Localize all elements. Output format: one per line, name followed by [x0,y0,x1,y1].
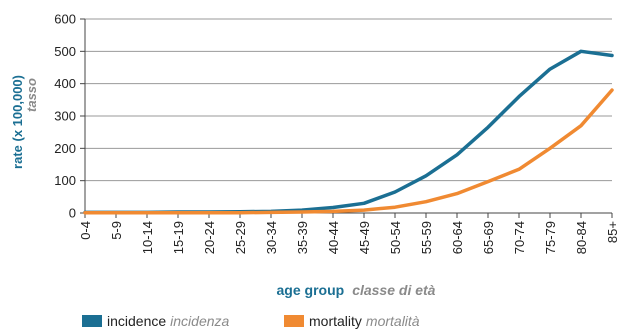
y-tick-labels: 0 100 200 300 400 500 600 [54,12,76,221]
grid-lines [80,18,613,218]
y-tick-label: 100 [54,173,76,188]
series-lines [83,49,614,215]
x-tick-label: 75-79 [543,221,558,254]
y-tick-label: 300 [54,109,76,124]
legend-label-mortality: mortality [309,313,362,329]
x-tick-label: 50-54 [388,221,403,254]
legend-swatch-mortality [284,315,304,327]
legend-label-mortality-secondary: mortalità [365,313,420,329]
x-tick-label: 0-4 [78,221,93,240]
y-tick-label: 0 [69,206,76,221]
x-tick-label: 30-34 [264,221,279,254]
legend-item-incidence: incidence incidenza [82,313,229,329]
x-tick-label: 45-49 [357,221,372,254]
legend-label-incidence: incidence [107,313,167,329]
series-line-incidence [83,49,614,215]
legend-item-mortality: mortality mortalità [284,313,420,329]
y-axis-title-secondary: tasso [24,78,39,112]
x-axis-title-secondary: classe di età [352,282,435,298]
x-tick-label: 10-14 [140,221,155,254]
x-tick-label: 25-29 [233,221,248,254]
x-axis-title-primary: age group [277,282,345,298]
y-tick-label: 500 [54,44,76,59]
x-tick-label: 35-39 [295,221,310,254]
x-tick-label: 80-84 [574,221,589,254]
x-tick-label: 20-24 [202,221,217,254]
y-tick-label: 400 [54,76,76,91]
series-line-mortality [83,88,614,215]
x-axis-title: age group classe di età [277,282,436,298]
x-tick-label: 60-64 [450,221,465,254]
x-tick-labels: 0-4 5-9 10-14 15-19 20-24 25-29 30-34 35-39 40-4… [78,221,619,254]
x-tick-label: 70-74 [512,221,527,254]
y-tick-label: 600 [54,12,76,27]
x-tick-label: 5-9 [109,221,124,240]
x-tick-label: 65-69 [481,221,496,254]
legend: incidence incidenza mortality mortalità [82,313,612,331]
x-tick-label: 15-19 [171,221,186,254]
legend-swatch-incidence [82,315,102,327]
y-axis-title: rate (x 100,000) [10,75,25,169]
x-tick-label: 40-44 [326,221,341,254]
y-tick-label: 200 [54,141,76,156]
legend-label-incidence-secondary: incidenza [170,313,230,329]
x-tick-label: 85+ [605,221,619,243]
x-tick-label: 55-59 [419,221,434,254]
